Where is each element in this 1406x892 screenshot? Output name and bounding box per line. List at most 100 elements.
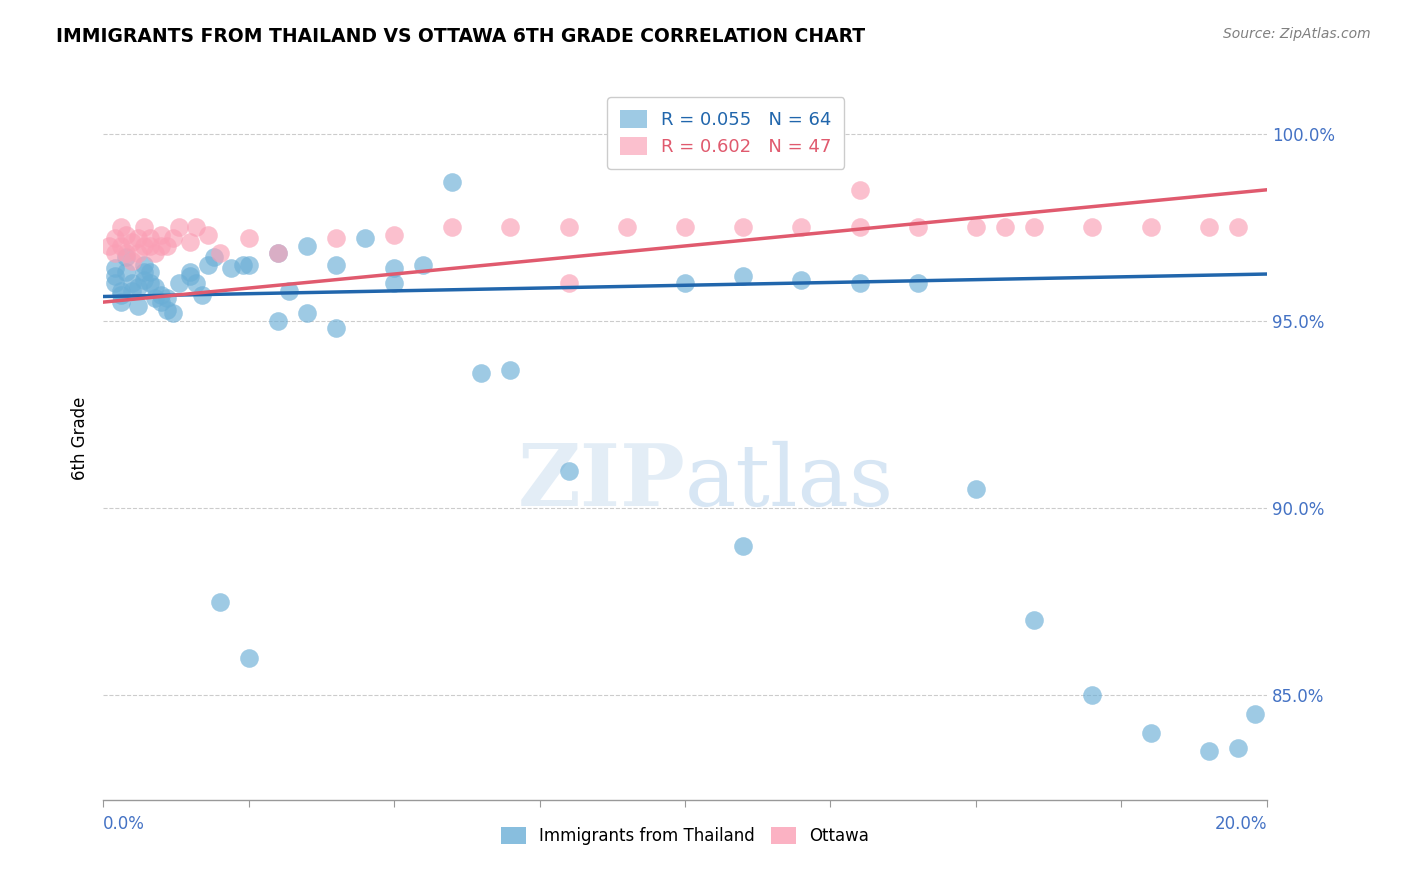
Point xyxy=(907,220,929,235)
Point xyxy=(382,227,405,242)
Point xyxy=(110,220,132,235)
Point xyxy=(673,277,696,291)
Point xyxy=(202,250,225,264)
Point xyxy=(145,292,167,306)
Point xyxy=(907,277,929,291)
Point xyxy=(115,227,138,242)
Point xyxy=(499,362,522,376)
Point xyxy=(733,268,755,283)
Point xyxy=(295,239,318,253)
Point xyxy=(167,277,190,291)
Point xyxy=(1024,614,1046,628)
Point xyxy=(197,258,219,272)
Point xyxy=(127,299,149,313)
Point xyxy=(733,220,755,235)
Point xyxy=(848,183,870,197)
Point xyxy=(104,231,127,245)
Point xyxy=(191,287,214,301)
Point xyxy=(156,292,179,306)
Y-axis label: 6th Grade: 6th Grade xyxy=(72,397,89,481)
Point xyxy=(186,277,208,291)
Point xyxy=(1081,220,1104,235)
Point xyxy=(441,175,464,189)
Point xyxy=(325,258,347,272)
Point xyxy=(557,277,579,291)
Point xyxy=(557,464,579,478)
Point xyxy=(1198,744,1220,758)
Point xyxy=(115,250,138,264)
Point xyxy=(138,231,160,245)
Point xyxy=(167,220,190,235)
Point xyxy=(238,651,260,665)
Point xyxy=(1139,220,1161,235)
Point xyxy=(110,287,132,301)
Point xyxy=(965,220,987,235)
Point xyxy=(179,268,201,283)
Point xyxy=(325,231,347,245)
Point xyxy=(848,277,870,291)
Point xyxy=(150,295,173,310)
Point xyxy=(110,239,132,253)
Point xyxy=(132,273,155,287)
Text: atlas: atlas xyxy=(685,441,894,524)
Point xyxy=(121,284,143,298)
Point xyxy=(145,280,167,294)
Point xyxy=(186,220,208,235)
Point xyxy=(156,302,179,317)
Point xyxy=(197,227,219,242)
Point xyxy=(1081,688,1104,702)
Legend: R = 0.055   N = 64, R = 0.602   N = 47: R = 0.055 N = 64, R = 0.602 N = 47 xyxy=(607,97,845,169)
Point xyxy=(104,268,127,283)
Point xyxy=(790,273,813,287)
Point xyxy=(232,258,254,272)
Point xyxy=(238,258,260,272)
Point xyxy=(965,483,987,497)
Point xyxy=(121,254,143,268)
Point xyxy=(104,261,127,276)
Point xyxy=(179,265,201,279)
Point xyxy=(557,220,579,235)
Point xyxy=(145,246,167,260)
Point xyxy=(325,321,347,335)
Text: Source: ZipAtlas.com: Source: ZipAtlas.com xyxy=(1223,27,1371,41)
Point xyxy=(382,261,405,276)
Point xyxy=(1226,220,1249,235)
Point xyxy=(97,239,120,253)
Point xyxy=(238,231,260,245)
Point xyxy=(150,239,173,253)
Point xyxy=(470,366,492,380)
Point xyxy=(1198,220,1220,235)
Point xyxy=(127,246,149,260)
Point xyxy=(673,220,696,235)
Text: 0.0%: 0.0% xyxy=(103,815,145,833)
Point xyxy=(127,280,149,294)
Point xyxy=(138,239,160,253)
Point xyxy=(1139,725,1161,739)
Point xyxy=(382,277,405,291)
Point xyxy=(1024,220,1046,235)
Point xyxy=(208,595,231,609)
Point xyxy=(295,306,318,320)
Point xyxy=(994,220,1017,235)
Point xyxy=(127,231,149,245)
Point xyxy=(150,287,173,301)
Point xyxy=(267,246,290,260)
Point xyxy=(733,539,755,553)
Point xyxy=(267,314,290,328)
Point xyxy=(138,277,160,291)
Point xyxy=(219,261,242,276)
Point xyxy=(132,239,155,253)
Point xyxy=(278,284,301,298)
Point xyxy=(162,306,184,320)
Point xyxy=(150,227,173,242)
Point xyxy=(616,220,638,235)
Point xyxy=(208,246,231,260)
Point xyxy=(132,220,155,235)
Point xyxy=(104,246,127,260)
Point xyxy=(115,265,138,279)
Point xyxy=(1244,706,1267,721)
Point xyxy=(441,220,464,235)
Point xyxy=(104,277,127,291)
Point xyxy=(162,231,184,245)
Text: ZIP: ZIP xyxy=(517,440,685,524)
